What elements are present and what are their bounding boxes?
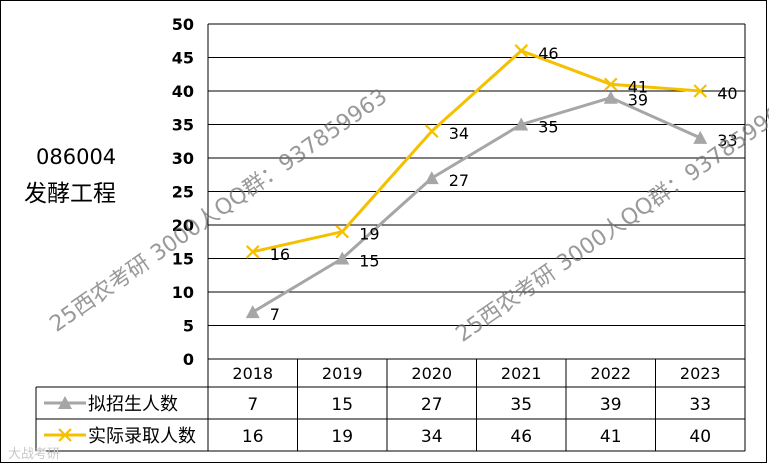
data-label: 19 <box>359 225 379 244</box>
data-point <box>693 130 708 144</box>
data-point <box>335 224 350 239</box>
data-label: 33 <box>717 131 737 150</box>
data-point <box>424 171 439 185</box>
y-tick-label: 10 <box>172 283 194 302</box>
data-label: 7 <box>270 305 280 324</box>
x-tick-label: 2023 <box>680 364 721 383</box>
data-label: 40 <box>717 84 737 103</box>
program-name: 发酵工程 <box>24 181 116 207</box>
x-tick-label: 2020 <box>411 364 452 383</box>
y-tick-label: 30 <box>172 149 194 168</box>
data-label: 34 <box>449 124 469 143</box>
data-label: 46 <box>538 44 558 63</box>
y-tick-label: 50 <box>172 15 194 34</box>
legend-marker <box>58 396 72 409</box>
table-cell: 7 <box>247 395 258 415</box>
y-tick-label: 45 <box>172 49 194 68</box>
data-point <box>603 77 618 92</box>
data-label: 27 <box>449 171 469 190</box>
data-label: 15 <box>359 252 379 271</box>
table-cell: 35 <box>510 395 532 415</box>
table-cell: 27 <box>421 395 443 415</box>
bottom-watermark: 大战考研 <box>8 447 60 462</box>
data-point <box>603 90 618 104</box>
legend-marker <box>58 428 72 442</box>
table-cell: 46 <box>510 427 532 447</box>
table-cell: 34 <box>421 427 443 447</box>
table-cell: 19 <box>331 427 353 447</box>
data-label: 35 <box>538 118 558 137</box>
table-cell: 40 <box>689 427 711 447</box>
y-tick-label: 5 <box>183 317 194 336</box>
x-tick-label: 2022 <box>590 364 631 383</box>
y-tick-label: 20 <box>172 216 194 235</box>
data-point <box>245 245 260 259</box>
data-point <box>424 124 439 138</box>
data-label: 16 <box>270 245 290 264</box>
table-cell: 15 <box>331 395 353 415</box>
x-tick-label: 2018 <box>232 364 273 383</box>
y-tick-label: 35 <box>172 116 194 135</box>
program-code: 086004 <box>36 145 117 169</box>
table-cell: 33 <box>689 395 711 415</box>
series-line <box>251 96 701 314</box>
data-point <box>245 305 260 319</box>
data-label: 41 <box>628 77 648 96</box>
data-point <box>514 44 529 58</box>
series-line <box>252 49 701 254</box>
x-tick-label: 2019 <box>322 364 363 383</box>
y-tick-label: 25 <box>172 183 194 202</box>
legend-label: 实际录取人数 <box>88 426 196 447</box>
table-cell: 39 <box>600 395 622 415</box>
data-point <box>693 84 708 98</box>
x-tick-label: 2021 <box>501 364 542 383</box>
y-tick-label: 40 <box>172 82 194 101</box>
table-cell: 16 <box>242 427 264 447</box>
data-label: 39 <box>628 91 648 110</box>
data-point <box>335 251 350 265</box>
table-cell: 41 <box>600 427 622 447</box>
y-tick-label: 0 <box>183 350 194 369</box>
y-tick-label: 15 <box>172 250 194 269</box>
data-point <box>514 117 529 131</box>
legend-label: 拟招生人数 <box>88 394 178 415</box>
